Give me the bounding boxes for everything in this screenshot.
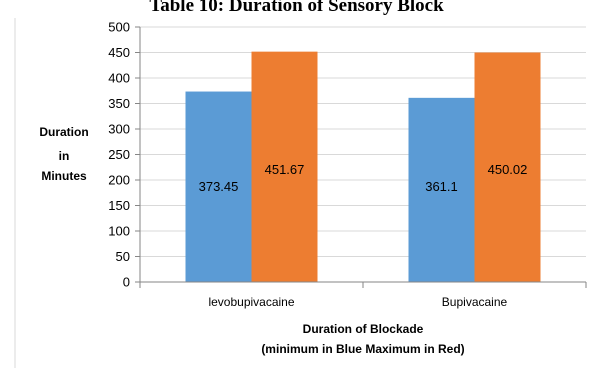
x-category-label: Bupivacaine	[442, 295, 508, 309]
y-axis-title: Duration	[39, 125, 88, 139]
y-tick-label: 200	[108, 173, 130, 188]
x-axis-title: Duration of Blockade	[303, 322, 424, 336]
y-tick-label: 0	[123, 275, 130, 290]
labels: 0 50 100 150 200 250 300 350 400 450 500 373.45 451.…	[39, 20, 527, 357]
y-tick-label: 250	[108, 147, 130, 162]
bar-data-label: 361.1	[425, 179, 458, 194]
axes	[135, 26, 587, 288]
x-category-label: levobupivacaine	[208, 295, 294, 309]
y-tick-label: 500	[108, 20, 130, 35]
x-axis-title: (minimum in Blue Maximum in Red)	[261, 342, 464, 356]
bar-data-label: 451.67	[265, 162, 305, 177]
y-tick-label: 400	[108, 71, 130, 86]
bar	[408, 97, 475, 283]
y-axis-title: Minutes	[41, 169, 87, 183]
chart-title: Table 10: Duration of Sensory Block	[149, 0, 444, 16]
y-tick-label: 150	[108, 198, 130, 213]
bar	[251, 51, 318, 282]
y-tick-label: 300	[108, 122, 130, 137]
y-axis-title: in	[59, 149, 70, 163]
y-tick-label: 50	[116, 249, 130, 264]
y-tick-label: 450	[108, 45, 130, 60]
y-tick-label: 100	[108, 224, 130, 239]
y-tick-label: 350	[108, 96, 130, 111]
bar	[474, 52, 541, 282]
bars	[185, 51, 541, 283]
bar-data-label: 373.45	[199, 179, 239, 194]
bar	[185, 91, 252, 282]
bar-data-label: 450.02	[488, 162, 528, 177]
